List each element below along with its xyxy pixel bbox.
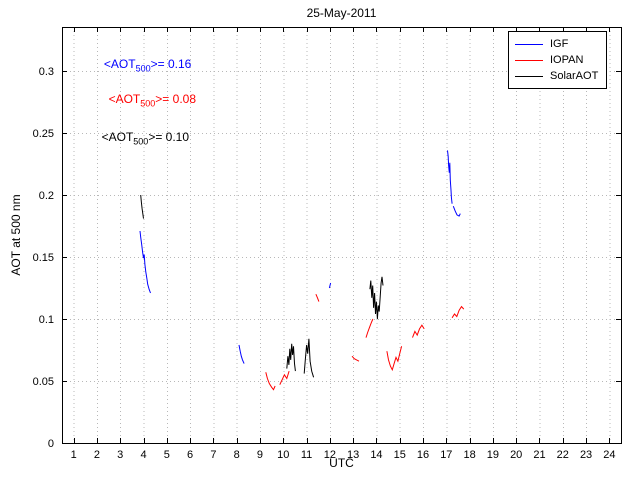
svg-text:15: 15 [394, 449, 406, 461]
svg-text:20: 20 [510, 449, 522, 461]
legend-item-SolarAOT: SolarAOT [515, 68, 598, 84]
svg-text:0.05: 0.05 [33, 376, 54, 388]
svg-text:22: 22 [557, 449, 569, 461]
mean-aot-annotation: <AOT500>= 0.08 [108, 91, 197, 108]
svg-text:7: 7 [210, 449, 216, 461]
svg-text:18: 18 [463, 449, 475, 461]
svg-text:16: 16 [417, 449, 429, 461]
svg-text:4: 4 [140, 449, 146, 461]
legend-label: IGF [550, 38, 569, 50]
legend: IGF IOPAN SolarAOT [508, 31, 608, 89]
svg-text:1: 1 [71, 449, 77, 461]
svg-text:23: 23 [580, 449, 592, 461]
svg-text:19: 19 [487, 449, 499, 461]
svg-text:0.2: 0.2 [39, 190, 54, 202]
legend-label: SolarAOT [550, 70, 599, 82]
tick-labels: 1 2 3 4 5 6 7 8 9 10 11 12 13 14 15 16 17 18 19 20 21 22 23 240… [33, 66, 616, 461]
legend-line-sample [515, 75, 543, 77]
svg-text:2: 2 [94, 449, 100, 461]
legend-line-sample [515, 59, 543, 61]
svg-text:11: 11 [301, 449, 312, 461]
chart-title: 25-May-2011 [306, 6, 377, 20]
svg-text:3: 3 [117, 449, 123, 461]
grid [62, 27, 621, 443]
legend-label: IOPAN [550, 54, 584, 66]
series-IGF [139, 150, 461, 364]
axes-box [62, 27, 622, 444]
svg-text:13: 13 [347, 449, 359, 461]
svg-text:0: 0 [48, 438, 54, 450]
series-IOPAN [265, 294, 465, 391]
mean-aot-annotation: <AOT500>= 0.10 [101, 129, 190, 147]
svg-text:0.3: 0.3 [39, 66, 54, 78]
svg-text:12: 12 [324, 449, 336, 461]
svg-text:14: 14 [370, 449, 382, 461]
legend-item-IOPAN: IOPAN [515, 52, 598, 68]
legend-line-sample [515, 43, 543, 45]
x-axis-label: UTC [329, 456, 354, 470]
svg-text:6: 6 [187, 449, 193, 461]
svg-text:17: 17 [440, 449, 452, 461]
svg-text:10: 10 [277, 449, 289, 461]
svg-text:0.15: 0.15 [33, 252, 54, 264]
svg-text:21: 21 [533, 449, 545, 461]
svg-text:24: 24 [603, 449, 615, 461]
svg-text:9: 9 [257, 449, 263, 461]
plot-background [62, 27, 621, 443]
svg-text:8: 8 [234, 449, 240, 461]
legend-item-IGF: IGF [515, 36, 598, 52]
svg-text:0.25: 0.25 [33, 128, 54, 140]
mean-aot-annotation: <AOT500>= 0.16 [103, 56, 192, 74]
series-SolarAOT [140, 194, 384, 378]
svg-text:5: 5 [164, 449, 170, 461]
svg-text:0.1: 0.1 [39, 314, 54, 326]
